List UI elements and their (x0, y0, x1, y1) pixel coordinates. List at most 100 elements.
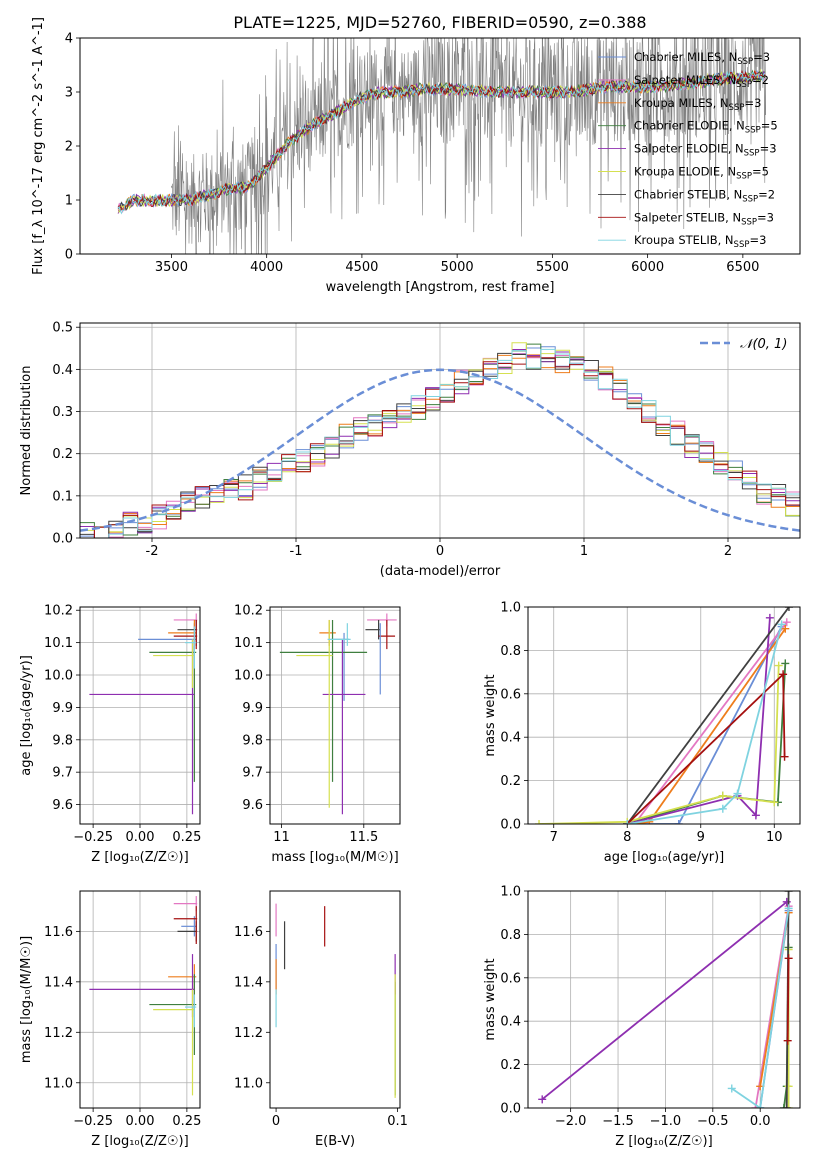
residuals-normal-curve (80, 368, 800, 532)
spectrum-axes: 3500 4000 4500 5000 5500 6000 6500 0 1 2 3 4 wavelen… (31, 17, 759, 295)
spectrum-legend-label-2: Kroupa MILES, NSSP=3 (634, 96, 761, 113)
mass-weight-vs-metallicity-marker-5-0 (784, 1104, 793, 1108)
mass-weight-vs-metallicity-marker-4-0 (538, 1095, 547, 1104)
age-vs-mass-axes: 11 11.5 9.6 9.7 9.8 9.9 10.0 10.1 10.2 mass [log₁… (234, 604, 400, 865)
mass-vs-extinction-axes: 0 0.1 11.0 11.2 11.4 11.6 E(B-V) (234, 925, 408, 1149)
age-vs-metallicity-xtick-label-1: 0.00 (126, 830, 155, 845)
age-vs-mass-point-3 (279, 619, 368, 782)
mass-weight-vs-metallicity-ytick-label-3: 0.6 (500, 971, 521, 986)
mass-weight-vs-metallicity-ytick-label-4: 0.8 (500, 928, 521, 943)
mass-weight-vs-metallicity-marker-8-0 (727, 1084, 736, 1093)
spectrum-xtick-label-4: 5500 (536, 260, 569, 275)
age-vs-metallicity-point-8 (185, 626, 197, 669)
mass-weight-vs-metallicity-ytick-label-5: 1.0 (500, 885, 521, 900)
mass-vs-extinction-ytick-label-0: 11.0 (234, 1076, 263, 1091)
mass-vs-metallicity-point-8 (185, 994, 197, 1028)
age-vs-mass-xtick-label-0: 11 (273, 830, 290, 845)
mass-weight-vs-age-plot-area (535, 607, 793, 824)
residuals-ytick-label-4: 0.4 (52, 363, 73, 378)
residuals-frame (79, 322, 801, 539)
residuals-legend-label: 𝒩(0, 1) (740, 337, 787, 352)
mass-vs-metallicity-ytick-label-2: 11.4 (44, 975, 73, 990)
age-vs-metallicity-ytick-label-0: 9.6 (52, 798, 73, 813)
residuals-ytick-label-1: 0.1 (52, 489, 73, 504)
mass-weight-vs-metallicity-xtick-label-2: −1.0 (650, 1114, 682, 1129)
spectrum-ytick-label-2: 2 (65, 140, 73, 155)
mass-vs-extinction-xtick-label-1: 0.1 (387, 1114, 408, 1129)
mass-weight-vs-age-xtick-label-0: 7 (550, 830, 558, 845)
mass-weight-vs-metallicity-xtick-label-0: −2.0 (555, 1114, 587, 1129)
mass-vs-metallicity-ytick-label-0: 11.0 (44, 1076, 73, 1091)
age-vs-metallicity-ylabel: age [log₁₀(age/yr)] (19, 655, 34, 776)
mass-vs-extinction-plot-area (275, 903, 396, 1098)
mass-weight-vs-age-ytick-label-2: 0.4 (500, 731, 521, 746)
spectrum-model-8 (117, 70, 766, 215)
mass-weight-vs-metallicity-xtick-label-4: 0.0 (750, 1114, 771, 1129)
spectrum-legend-label-4: Salpeter ELODIE, NSSP=3 (634, 142, 777, 159)
mass-vs-metallicity-axes: −0.25 0.00 0.25 11.0 11.2 11.4 11.6 Z [log₁₀(Z/… (19, 891, 201, 1149)
mass-vs-metallicity-ytick-label-3: 11.6 (44, 925, 73, 940)
spectrum-xtick-label-2: 4500 (345, 260, 378, 275)
residuals-hist-7 (80, 356, 800, 538)
age-vs-mass-ytick-label-5: 10.1 (234, 636, 263, 651)
mass-weight-vs-metallicity-line-4 (541, 901, 788, 1101)
mass-weight-vs-metallicity-plot-area (538, 891, 793, 1108)
mass-weight-vs-metallicity-marker-7-0 (783, 1036, 792, 1045)
residuals-ylabel: Normed distribution (19, 366, 34, 496)
age-vs-mass-xtick-label-1: 11.5 (349, 830, 378, 845)
mass-vs-extinction-frame (269, 890, 401, 1109)
mass-weight-vs-age-marker-8-3 (777, 620, 786, 629)
age-vs-mass-point-8 (327, 623, 351, 646)
age-vs-mass-frame (269, 606, 401, 825)
mass-weight-vs-age-marker-7-1 (779, 670, 788, 679)
mass-weight-vs-metallicity-marker-6-1 (784, 891, 793, 895)
residuals-xtick-label-0: -2 (146, 544, 159, 559)
spectrum-legend-label-3: Chabrier ELODIE, NSSP=5 (634, 119, 778, 136)
spectrum-xtick-label-1: 4000 (250, 260, 283, 275)
mass-weight-vs-age-marker-3-3 (781, 659, 790, 668)
mass-weight-vs-age-marker-1-1 (782, 618, 791, 627)
residuals-legend: 𝒩(0, 1) (700, 337, 787, 352)
age-vs-metallicity-ytick-label-5: 10.1 (44, 636, 73, 651)
spectrum-ytick-label-0: 0 (65, 248, 73, 263)
mass-vs-metallicity-xlabel: Z [log₁₀(Z/Z☉)] (91, 1134, 188, 1149)
mass-weight-vs-age-ytick-label-4: 0.8 (500, 644, 521, 659)
mass-weight-vs-age-marker-0-1 (674, 820, 683, 824)
mass-weight-vs-age-marker-5-3 (770, 798, 779, 807)
mass-weight-vs-metallicity-ytick-label-0: 0.0 (500, 1102, 521, 1117)
mass-weight-vs-age-xtick-label-1: 8 (623, 830, 631, 845)
mass-vs-metallicity-point-7 (173, 906, 198, 944)
mass-weight-vs-age-ytick-label-1: 0.2 (500, 774, 521, 789)
residuals-ytick-label-3: 0.3 (52, 405, 73, 420)
mass-weight-vs-age-ylabel: mass weight (483, 674, 498, 756)
mass-weight-vs-metallicity-marker-8-1 (756, 1104, 765, 1108)
age-vs-mass-ytick-label-1: 9.7 (242, 766, 263, 781)
residuals-xtick-label-3: 1 (580, 544, 588, 559)
residuals-xtick-label-2: 0 (436, 544, 444, 559)
mass-weight-vs-age-marker-6-1 (784, 607, 793, 611)
mass-vs-extinction-xlabel: E(B-V) (315, 1134, 355, 1149)
residuals-xtick-label-4: 2 (724, 544, 732, 559)
mass-weight-vs-age-xtick-label-2: 9 (697, 830, 705, 845)
age-vs-mass-point-7 (378, 619, 396, 650)
mass-weight-vs-age-marker-8-0 (623, 820, 632, 824)
mass-weight-vs-metallicity-xlabel: Z [log₁₀(Z/Z☉)] (615, 1134, 712, 1149)
mass-weight-vs-age-marker-4-2 (751, 811, 760, 820)
age-vs-mass-ytick-label-2: 9.8 (242, 733, 263, 748)
age-vs-metallicity-point-7 (173, 619, 198, 650)
mass-vs-extinction-ytick-label-1: 11.2 (234, 1026, 263, 1041)
spectrum-observed-data (171, 38, 766, 254)
mass-weight-vs-metallicity-line-1 (754, 906, 790, 1108)
mass-weight-vs-age-line-4 (626, 617, 771, 824)
residuals-ytick-label-5: 0.5 (52, 321, 73, 336)
mass-weight-vs-age-marker-5-4 (774, 661, 783, 670)
spectrum-ylabel: Flux [f_λ 10^-17 erg cm^-2 s^-1 A^-1] (31, 17, 46, 275)
spectrum-legend-label-8: Kroupa STELIB, NSSP=3 (634, 233, 766, 250)
age-vs-metallicity-ytick-label-4: 10.0 (44, 669, 73, 684)
mass-weight-vs-age-marker-2-2 (781, 624, 790, 633)
mass-weight-vs-age-marker-7-2 (780, 752, 789, 761)
age-vs-metallicity-plot-area (89, 613, 198, 815)
spectrum-legend-label-0: Chabrier MILES, NSSP=3 (634, 50, 770, 67)
mass-weight-vs-age-marker-5-0 (535, 820, 544, 824)
mass-weight-vs-metallicity-marker-6-0 (782, 1104, 791, 1108)
